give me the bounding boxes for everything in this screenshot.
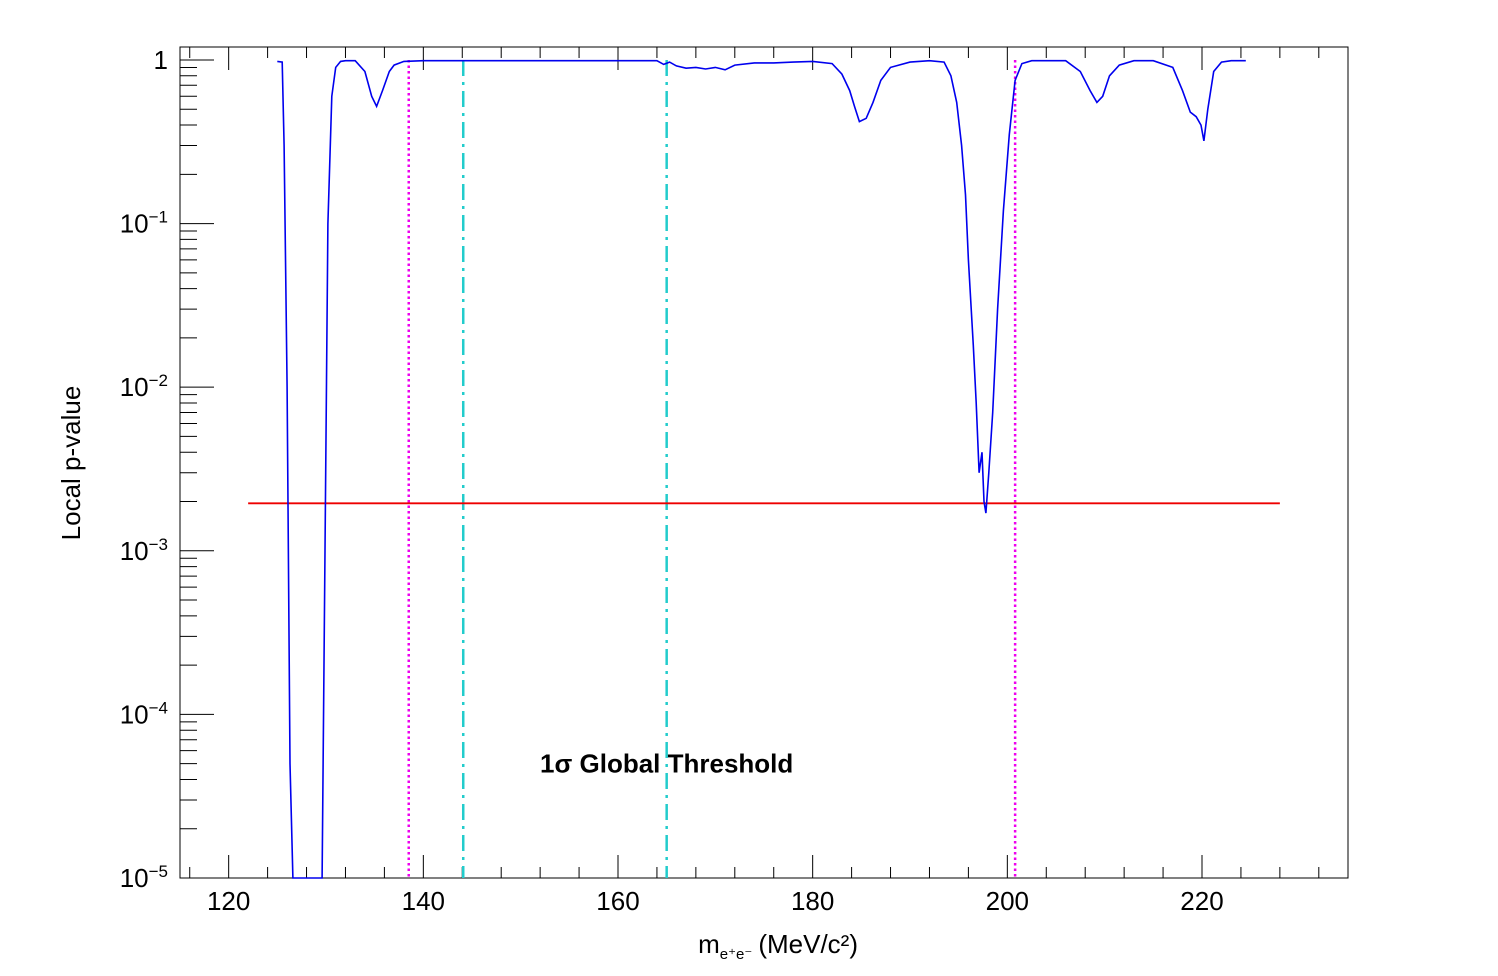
y-tick-exponent: −4 <box>149 698 168 717</box>
y-tick-base: 1 <box>154 45 168 75</box>
y-tick-exponent: −1 <box>149 208 168 227</box>
y-tick-label: 10−4 <box>120 698 168 729</box>
x-minor-ticks <box>189 47 1320 878</box>
y-tick-exponent: −2 <box>149 371 168 390</box>
x-axis-ticks: 120 140 160 180 200 220 <box>207 47 1224 916</box>
y-axis-ticks: 110−110−210−310−410−5 <box>120 45 214 893</box>
x-tick-label: 180 <box>791 886 834 916</box>
x-axis-title: me⁺e⁻ (MeV/c²) <box>698 929 858 963</box>
y-tick-exponent: −5 <box>149 862 168 881</box>
y-axis-title: Local p-value <box>56 386 86 541</box>
x-axis-title-subscript: e⁺e⁻ <box>720 946 753 963</box>
x-axis-title-base: m <box>698 929 720 959</box>
x-tick-label: 140 <box>402 886 445 916</box>
threshold-annotation: 1σ Global Threshold <box>540 749 793 779</box>
y-tick-base: 10 <box>120 863 149 893</box>
x-tick-label: 160 <box>596 886 639 916</box>
y-tick-label: 10−2 <box>120 371 168 402</box>
y-tick-label: 10−1 <box>120 208 168 239</box>
y-tick-base: 10 <box>120 209 149 239</box>
y-tick-base: 10 <box>120 536 149 566</box>
x-tick-label: 120 <box>207 886 250 916</box>
y-tick-label: 1 <box>154 45 168 75</box>
y-tick-label: 10−5 <box>120 862 168 893</box>
plot-frame <box>179 46 1349 879</box>
y-tick-base: 10 <box>120 699 149 729</box>
y-tick-base: 10 <box>120 372 149 402</box>
series-line <box>277 59 1246 879</box>
y-tick-label: 10−3 <box>120 535 168 566</box>
y-tick-exponent: −3 <box>149 535 168 554</box>
x-tick-label: 220 <box>1180 886 1223 916</box>
vertical-reference-lines <box>407 59 1017 878</box>
x-axis-title-unit: (MeV/c²) <box>758 929 858 959</box>
x-tick-label: 200 <box>986 886 1029 916</box>
